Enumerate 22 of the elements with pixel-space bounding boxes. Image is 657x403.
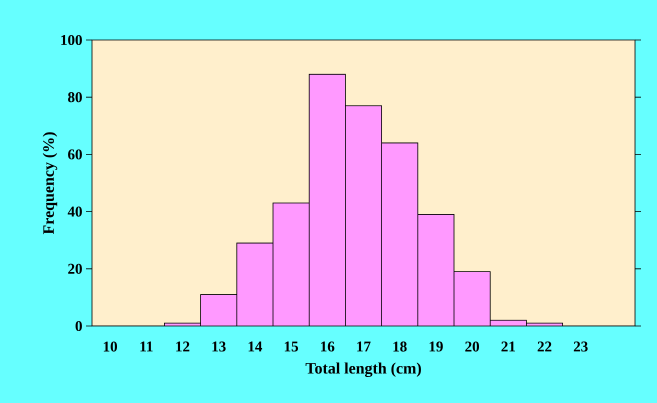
x-axis-title: Total length (cm) [306,362,421,378]
x-tick-label: 12 [176,342,190,352]
y-tick-label: 100 [61,34,82,46]
y-tick-label: 40 [68,206,82,217]
x-tick-label: 10 [104,342,118,352]
x-tick-label: 17 [357,342,371,352]
x-tick-label: 11 [140,342,153,352]
x-tick-label: 23 [574,342,588,352]
x-tick-label: 15 [284,342,298,352]
x-tick-label: 18 [393,342,407,352]
x-tick-label: 22 [538,342,552,352]
x-tick-label: 13 [212,342,226,352]
y-tick-label: 20 [68,264,82,274]
y-tick-label: 0 [76,320,82,332]
x-tick-label: 14 [248,342,262,352]
y-axis-title: Frequency (%) [42,132,58,234]
x-tick-label: 16 [321,342,334,352]
x-tick-label: 21 [501,342,516,352]
y-tick-label: 80 [68,92,82,102]
y-tick-label: 60 [68,149,82,160]
x-tick-label: 20 [465,342,480,352]
x-tick-label: 19 [430,342,443,352]
